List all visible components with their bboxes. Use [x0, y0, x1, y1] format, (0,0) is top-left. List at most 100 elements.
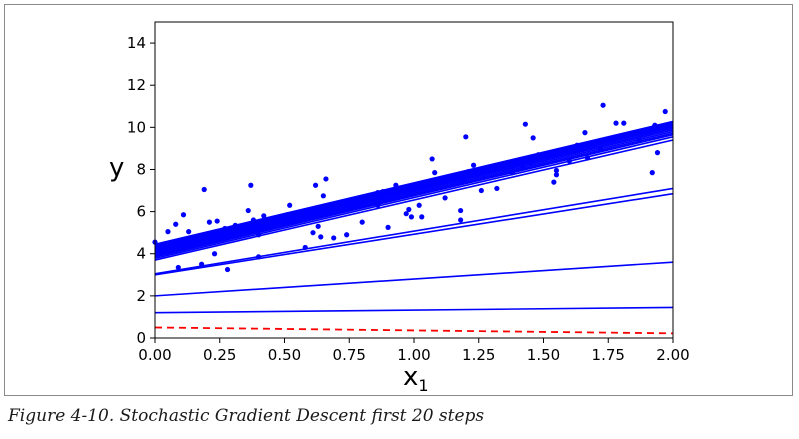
data-point: [165, 229, 171, 235]
data-point: [214, 218, 220, 224]
data-point: [315, 223, 321, 229]
y-tick-label: 10: [127, 118, 146, 136]
data-point: [380, 188, 386, 195]
data-point: [310, 230, 316, 236]
data-point: [652, 122, 658, 128]
sgd-step-line: [154, 192, 674, 276]
y-tick-label: 4: [136, 245, 146, 263]
data-point: [574, 142, 580, 148]
x-axis-label-subscript: 1: [418, 376, 428, 395]
data-point: [261, 213, 267, 219]
data-point: [349, 205, 355, 212]
sgd-step-line: [154, 127, 674, 254]
data-point: [553, 167, 560, 174]
data-point: [287, 202, 293, 208]
x-tick-label: 1.75: [592, 346, 625, 364]
data-point: [170, 242, 176, 248]
data-point: [654, 150, 661, 156]
figure-frame: 0.00 0.25 0.50 0.75 1.00 1.25 1.50 1.75 2.00 0 2 4 6…: [4, 4, 793, 396]
data-point: [408, 214, 415, 220]
figure-caption: Figure 4-10. Stochastic Gradient Descent…: [8, 406, 485, 426]
x-tick-label: 0.50: [268, 346, 301, 364]
data-point: [211, 251, 218, 257]
x-tick-label: 1.50: [527, 346, 560, 364]
sgd-step-line: [154, 129, 674, 255]
data-point: [318, 234, 324, 240]
sgd-step-line: [154, 124, 674, 252]
data-point: [465, 168, 471, 175]
data-point: [222, 225, 228, 232]
data-point: [385, 224, 391, 230]
data-point: [460, 177, 466, 183]
data-point: [375, 190, 381, 196]
sgd-step-line: [154, 187, 674, 275]
data-point: [623, 132, 629, 138]
data-point: [584, 155, 591, 161]
sgd-step-line: [154, 120, 674, 246]
data-point: [470, 162, 477, 168]
data-point: [375, 202, 381, 208]
data-point: [522, 121, 528, 127]
sgd-step-line: [154, 123, 674, 250]
data-point: [312, 182, 319, 188]
data-point: [201, 186, 207, 193]
y-tick-label: 14: [127, 34, 146, 52]
y-tick-label: 8: [136, 160, 146, 178]
data-point: [256, 254, 262, 260]
sgd-step-line: [154, 139, 674, 261]
x-tick-label: 0.75: [333, 346, 366, 364]
data-point: [245, 207, 251, 214]
data-point: [175, 264, 181, 271]
points-layer: [152, 102, 668, 273]
data-point: [403, 211, 409, 217]
data-point: [199, 261, 205, 267]
data-point: [458, 207, 464, 214]
x-axis-label-base: x: [403, 362, 418, 392]
data-point: [416, 202, 422, 208]
lines-layer: [154, 120, 674, 335]
data-point: [297, 216, 303, 222]
sgd-step-line: [154, 261, 674, 297]
data-point: [600, 102, 606, 108]
data-point: [180, 212, 187, 218]
data-point: [571, 148, 578, 155]
data-point: [597, 146, 604, 153]
data-point: [419, 214, 425, 220]
data-point: [302, 244, 308, 251]
data-point: [429, 156, 435, 162]
x-tick-label: 2.00: [656, 346, 689, 364]
sgd-step-line: [154, 136, 674, 260]
data-point: [463, 134, 469, 140]
sgd-step-line: [154, 133, 674, 258]
data-point: [494, 185, 500, 192]
x-axis-label: x1: [403, 362, 429, 395]
initial-step-line: [154, 326, 674, 335]
data-point: [248, 182, 254, 188]
sgd-step-line: [154, 130, 674, 256]
data-point: [662, 108, 668, 115]
x-tick-label: 1.25: [462, 346, 495, 364]
data-point: [582, 130, 588, 136]
data-point: [154, 246, 161, 253]
y-axis-label: y: [109, 153, 124, 183]
data-point: [509, 170, 516, 176]
data-point: [393, 182, 399, 188]
y-tick-label: 2: [136, 287, 146, 305]
x-tick-label: 1.00: [397, 346, 430, 364]
data-point: [256, 232, 262, 238]
data-point: [613, 120, 619, 126]
data-point: [527, 160, 534, 166]
data-point: [517, 157, 523, 163]
data-point: [442, 195, 448, 201]
data-point: [432, 170, 438, 176]
data-point: [284, 212, 290, 218]
data-point: [406, 206, 412, 213]
data-point: [224, 266, 231, 273]
y-tick-label: 0: [136, 329, 146, 347]
data-point: [636, 137, 642, 143]
data-point: [206, 219, 212, 225]
ticks-layer: 0.00 0.25 0.50 0.75 1.00 1.25 1.50 1.75 2.00 0 2 4 6…: [127, 34, 690, 364]
y-tick-label: 12: [127, 76, 146, 94]
data-point: [621, 120, 627, 126]
data-point: [359, 219, 365, 225]
